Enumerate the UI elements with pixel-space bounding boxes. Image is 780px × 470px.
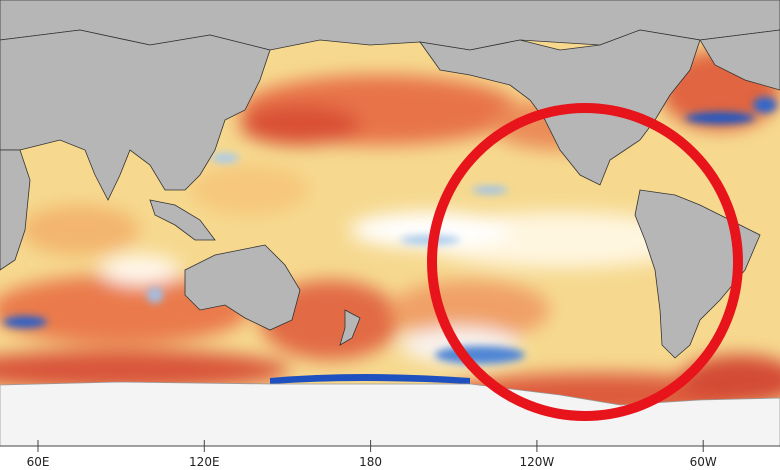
map-area <box>0 0 780 446</box>
longitude-label: 120E <box>189 455 220 469</box>
longitude-label: 60W <box>690 455 717 469</box>
longitude-axis: 60E 120E 180 120W 60W <box>27 440 717 469</box>
highlight-circle <box>427 103 743 421</box>
anomaly-field <box>0 50 780 417</box>
longitude-label: 60E <box>27 455 50 469</box>
land <box>0 0 780 446</box>
cold-streak <box>270 374 470 384</box>
longitude-label: 180 <box>359 455 382 469</box>
longitude-label: 120W <box>520 455 555 469</box>
